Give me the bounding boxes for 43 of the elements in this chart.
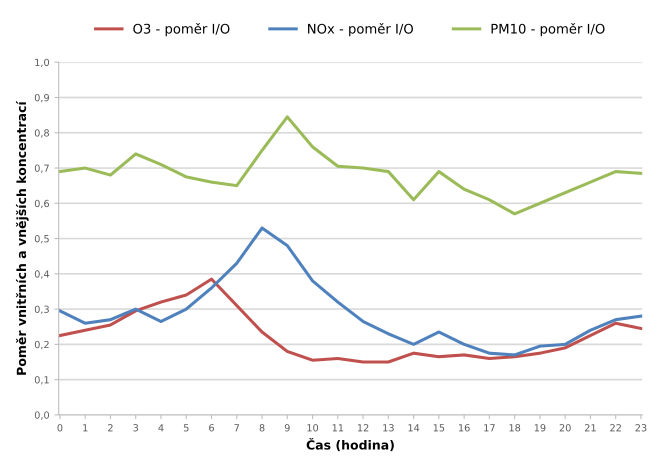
legend-label: O3 - poměr I/O bbox=[133, 22, 230, 36]
x-tick-label: 2 bbox=[108, 424, 113, 432]
x-tick-label: 16 bbox=[459, 424, 470, 432]
y-axis-title: Poměr vnitřních a vnějších koncentrací bbox=[16, 100, 29, 375]
x-tick-label: 3 bbox=[133, 424, 138, 432]
x-tick-label: 6 bbox=[209, 424, 214, 432]
x-tick-label: 18 bbox=[510, 424, 520, 432]
x-tick-label: 7 bbox=[234, 424, 240, 432]
x-tick-label: 22 bbox=[610, 424, 621, 432]
x-tick-label: 9 bbox=[284, 424, 290, 432]
legend-label: PM10 - poměr I/O bbox=[492, 22, 605, 36]
y-tick-label: 0,0 bbox=[34, 411, 50, 420]
x-tick-label: 17 bbox=[484, 424, 495, 432]
x-tick-label: 12 bbox=[358, 424, 368, 432]
y-tick-label: 0,7 bbox=[34, 164, 49, 173]
x-tick-label: 21 bbox=[584, 424, 596, 432]
y-tick-label: 0,1 bbox=[34, 376, 49, 384]
legend-label: NOx - poměr I/O bbox=[308, 22, 413, 36]
y-tick-label: 0,6 bbox=[34, 200, 50, 208]
x-tick-label: 19 bbox=[534, 424, 546, 432]
line-series bbox=[58, 115, 642, 216]
x-axis-title: Čas (hodina) bbox=[306, 438, 394, 452]
x-tick-label: 0 bbox=[57, 424, 62, 432]
y-tick-label: 0,3 bbox=[34, 306, 49, 314]
y-tick-label: 0,5 bbox=[34, 235, 49, 244]
y-tick-label: 1,0 bbox=[35, 58, 50, 68]
x-tick-label: 11 bbox=[332, 424, 344, 432]
x-tick-label: 10 bbox=[307, 424, 318, 432]
x-tick-label: 5 bbox=[184, 424, 188, 432]
x-tick-label: 23 bbox=[635, 424, 646, 432]
line-series bbox=[58, 278, 642, 364]
y-tick-label: 0,9 bbox=[34, 94, 49, 102]
x-tick-label: 4 bbox=[158, 424, 164, 432]
x-tick-label: 13 bbox=[383, 424, 394, 432]
x-tick-label: 15 bbox=[434, 424, 444, 432]
y-tick-label: 0,8 bbox=[34, 129, 49, 138]
x-tick-label: 1 bbox=[83, 424, 88, 432]
y-tick-label: 0,4 bbox=[34, 270, 50, 279]
x-tick-label: 8 bbox=[260, 424, 264, 432]
x-tick-label: 14 bbox=[408, 424, 420, 432]
line-series bbox=[58, 226, 642, 356]
y-tick-label: 0,2 bbox=[34, 340, 49, 350]
x-tick-label: 20 bbox=[560, 424, 571, 432]
